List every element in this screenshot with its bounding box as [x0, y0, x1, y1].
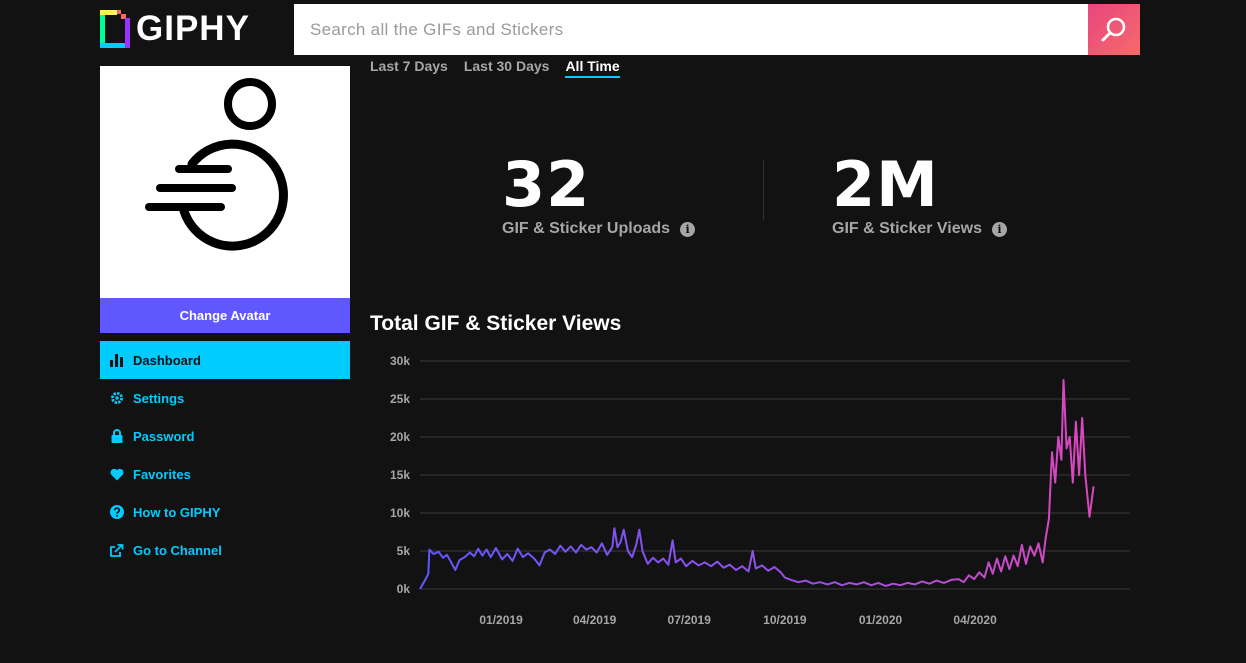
search-input[interactable] [294, 4, 1088, 55]
stat-divider [763, 160, 764, 220]
avatar [100, 66, 350, 298]
chart-title: Total GIF & Sticker Views [370, 312, 622, 335]
views-value: 2M [832, 148, 939, 221]
sidebar-item-label: Settings [133, 390, 185, 406]
y-tick-label: 10k [390, 506, 410, 520]
time-range-tabs: Last 7 Days Last 30 Days All Time [370, 58, 620, 78]
uploads-label: GIF & Sticker Uploads [502, 220, 671, 237]
tab-last-7-days[interactable]: Last 7 Days [370, 58, 448, 74]
sidebar-item-label: Favorites [133, 466, 191, 482]
y-tick-label: 15k [390, 468, 410, 482]
sidebar-item-label: Password [133, 428, 195, 444]
search-icon [1101, 17, 1126, 41]
y-tick-label: 30k [390, 354, 410, 368]
views-line-chart: 0k 5k 10k 15k 20k 25k 30k 01/2019 04/2019 07/2019… [390, 354, 1130, 627]
change-avatar-button[interactable]: Change Avatar [100, 298, 350, 333]
sidebar-item-password[interactable]: Password [100, 417, 350, 455]
sidebar-nav: Dashboard Settings Password Favorites Ho… [100, 341, 350, 569]
sidebar-item-dashboard[interactable]: Dashboard [100, 341, 350, 379]
views-label: GIF & Sticker Views [832, 220, 982, 237]
giphy-logo-icon [100, 10, 130, 48]
tab-all-time[interactable]: All Time [565, 58, 620, 78]
x-tick-label: 07/2019 [668, 613, 712, 627]
bar-chart-icon [109, 352, 125, 368]
question-icon [109, 504, 125, 520]
heart-icon [109, 466, 125, 482]
y-tick-label: 25k [390, 392, 410, 406]
series-line [419, 379, 1095, 590]
sidebar-item-how-to-giphy[interactable]: How to GIPHY [100, 493, 350, 531]
avatar-image [145, 78, 288, 251]
lock-icon [109, 428, 125, 444]
top-header: GIPHY [0, 0, 1246, 60]
sidebar-item-label: Go to Channel [133, 542, 222, 558]
sidebar-item-settings[interactable]: Settings [100, 379, 350, 417]
x-tick-label: 04/2020 [953, 613, 997, 627]
x-tick-label: 01/2019 [479, 613, 523, 627]
x-tick-label: 10/2019 [763, 613, 807, 627]
search-box [294, 4, 1088, 55]
views-stat: 2M GIF & Sticker Views i [832, 152, 1007, 238]
y-tick-label: 0k [397, 582, 411, 596]
y-tick-label: 5k [397, 544, 411, 558]
uploads-value: 32 [502, 148, 591, 221]
sidebar-item-go-to-channel[interactable]: Go to Channel [100, 531, 350, 569]
views-label-row: GIF & Sticker Views i [832, 220, 1007, 238]
x-tick-label: 01/2020 [859, 613, 903, 627]
uploads-label-row: GIF & Sticker Uploads i [502, 220, 696, 238]
tab-last-30-days[interactable]: Last 30 Days [463, 58, 550, 74]
giphy-logo[interactable]: GIPHY [100, 10, 250, 48]
y-tick-label: 20k [390, 430, 410, 444]
info-icon[interactable]: i [680, 221, 696, 237]
search-button[interactable] [1088, 4, 1140, 55]
giphy-logo-text: GIPHY [136, 9, 250, 48]
sidebar-item-label: Dashboard [133, 352, 201, 368]
external-link-icon [109, 542, 125, 558]
info-icon[interactable]: i [992, 221, 1007, 237]
uploads-stat: 32 GIF & Sticker Uploads i [502, 148, 696, 238]
sidebar-item-label: How to GIPHY [133, 504, 221, 520]
x-tick-label: 04/2019 [573, 613, 617, 627]
sidebar-item-favorites[interactable]: Favorites [100, 455, 350, 493]
gear-icon [109, 390, 125, 406]
